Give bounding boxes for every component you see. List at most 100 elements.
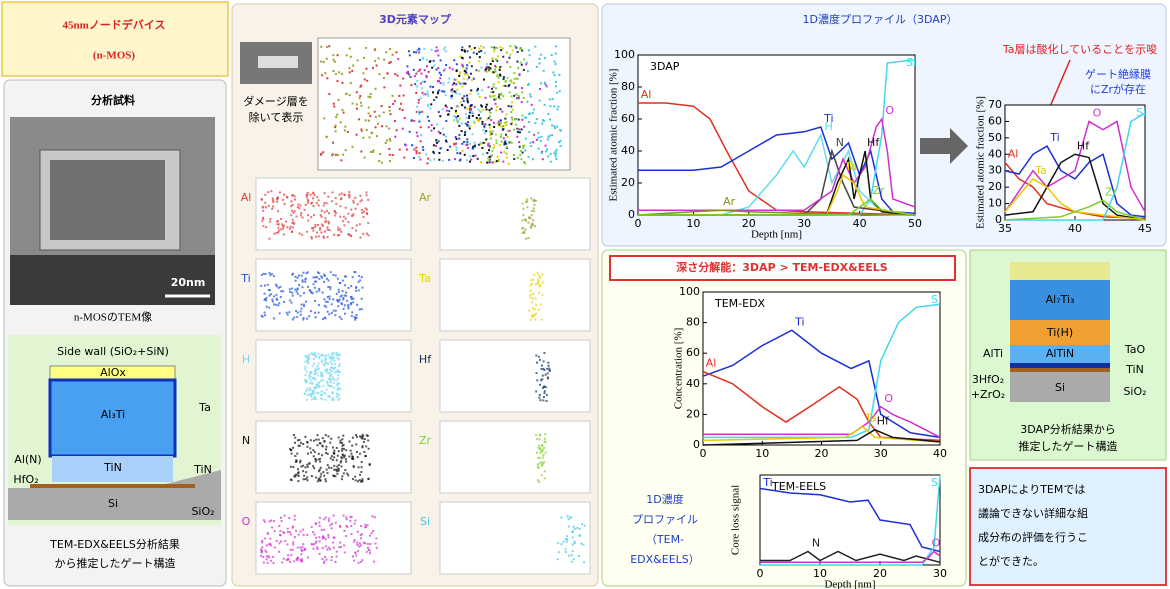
map-dot — [321, 361, 323, 363]
oxide — [1010, 368, 1110, 372]
map-dot — [464, 134, 466, 136]
map-dot — [518, 95, 520, 97]
map-dot — [333, 469, 335, 471]
map-dot — [390, 61, 392, 63]
map-dot — [461, 104, 463, 106]
map-dot — [315, 522, 317, 524]
map-dot — [463, 141, 465, 143]
label: Al(N) — [14, 453, 41, 466]
map-dot — [431, 67, 433, 69]
map-dot — [432, 151, 434, 153]
map-dot — [435, 145, 437, 147]
map-dot — [536, 118, 538, 120]
map-dot — [325, 136, 327, 138]
map-dot — [339, 299, 341, 301]
map-dot — [518, 141, 520, 143]
map-dot — [394, 100, 396, 102]
resolution: 深さ分解能：3DAP > TEM-EDX&EELS — [676, 260, 888, 274]
map-dot — [264, 202, 266, 204]
map-dot — [318, 362, 320, 364]
map-dot — [537, 279, 539, 281]
map-dot — [325, 371, 327, 373]
map-dot — [385, 142, 387, 144]
map-dot — [335, 197, 337, 199]
map-dot — [501, 111, 503, 113]
map-dot — [568, 518, 570, 520]
map-dot — [413, 157, 415, 159]
x-tick-label: 20 — [815, 447, 829, 460]
map-dot — [419, 59, 421, 61]
map-dot — [529, 296, 531, 298]
map-dot — [290, 549, 292, 551]
map-dot — [410, 76, 412, 78]
map-dot — [297, 480, 299, 482]
map-dot — [316, 291, 318, 293]
map-dot — [315, 542, 317, 544]
map-dot — [511, 119, 513, 121]
map-dot — [376, 135, 378, 137]
map-dot — [539, 447, 541, 449]
map-dot — [310, 310, 312, 312]
map-dot — [402, 128, 404, 130]
map-dot — [307, 200, 309, 202]
map-dot — [537, 132, 539, 134]
map-dot — [399, 108, 401, 110]
map-dot — [520, 150, 522, 152]
map-dot — [499, 46, 501, 48]
map-dot — [307, 359, 309, 361]
map-dot — [306, 534, 308, 536]
map-dot — [560, 145, 562, 147]
map-dot — [355, 317, 357, 319]
map-dot — [314, 370, 316, 372]
map-dot — [294, 536, 296, 538]
map-dot — [313, 543, 315, 545]
map-dot — [341, 475, 343, 477]
map-dot — [563, 541, 565, 543]
map-dot — [469, 56, 471, 58]
map-cell — [256, 340, 411, 412]
map-dot — [312, 465, 314, 467]
map-dot — [306, 371, 308, 373]
map-dot — [338, 387, 340, 389]
map-dot — [357, 531, 359, 533]
label: TaO — [1124, 343, 1146, 356]
map-dot — [369, 535, 371, 537]
map-dot — [355, 434, 357, 436]
map-dot — [364, 438, 366, 440]
map-dot — [359, 195, 361, 197]
map-dot — [276, 198, 278, 200]
map-dot — [539, 284, 541, 286]
map-dot — [320, 397, 322, 399]
map-dot — [312, 354, 314, 356]
map-dot — [321, 558, 323, 560]
map-dot — [516, 61, 518, 63]
map-dot — [508, 84, 510, 86]
map-dot — [508, 105, 510, 107]
map-dot — [402, 77, 404, 79]
map-dot — [294, 515, 296, 517]
map-dot — [552, 71, 554, 73]
map-dot — [276, 299, 278, 301]
map-dot — [337, 300, 339, 302]
map-dot — [338, 289, 340, 291]
map-dot — [392, 54, 394, 56]
map-dot — [531, 223, 533, 225]
map-dot — [436, 123, 438, 125]
map-dot — [537, 283, 539, 285]
map-dot — [337, 377, 339, 379]
map-dot — [408, 50, 410, 52]
map-dot — [266, 544, 268, 546]
map-dot — [315, 276, 317, 278]
map-dot — [328, 547, 330, 549]
map-dot — [520, 62, 522, 64]
map-dot — [342, 453, 344, 455]
map-dot — [319, 525, 321, 527]
map-dot — [578, 555, 580, 557]
map-dot — [523, 97, 525, 99]
map-dot — [535, 304, 537, 306]
map-dot — [324, 211, 326, 213]
map-dot — [276, 285, 278, 287]
map-dot — [307, 362, 309, 364]
map-dot — [342, 220, 344, 222]
map-dot — [277, 210, 279, 212]
